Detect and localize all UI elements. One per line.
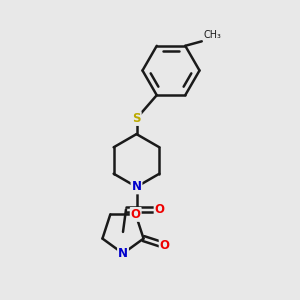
Text: CH₃: CH₃	[203, 30, 221, 40]
Text: O: O	[160, 239, 170, 252]
Text: S: S	[132, 112, 141, 125]
Text: O: O	[154, 203, 165, 216]
Text: O: O	[131, 208, 141, 221]
Text: N: N	[131, 180, 142, 194]
Text: N: N	[118, 247, 128, 260]
